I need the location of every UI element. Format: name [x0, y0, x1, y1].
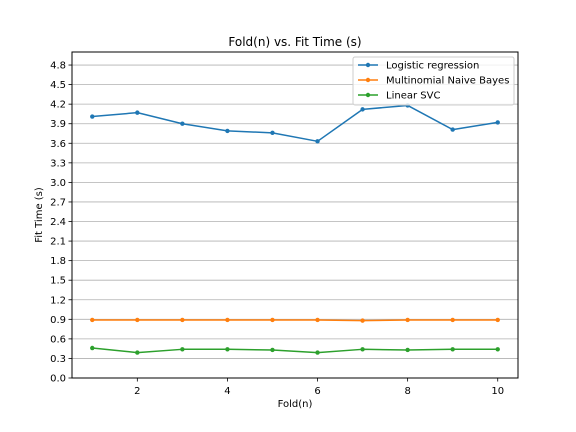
data-point-logistic-regression — [450, 127, 455, 132]
legend-marker — [365, 62, 371, 68]
data-point-multinomial-naive-bayes — [405, 317, 410, 323]
series-logistic-regression — [90, 103, 500, 144]
series-linear-svc — [90, 345, 500, 355]
legend-marker — [365, 92, 371, 98]
chart-title: Fold(n) vs. Fit Time (s) — [228, 35, 361, 49]
y-tick-label: 1.2 — [50, 295, 66, 306]
y-tick-label: 3.9 — [50, 119, 66, 130]
y-tick-label: 0.6 — [50, 334, 66, 345]
data-point-linear-svc — [270, 347, 275, 353]
x-tick-label: 8 — [404, 386, 410, 397]
data-point-linear-svc — [180, 347, 185, 352]
y-tick-label: 1.8 — [50, 256, 66, 267]
plot-frame — [71, 51, 519, 379]
legend-entry: Multinomial Naive Bayes — [358, 76, 509, 87]
data-point-multinomial-naive-bayes — [135, 317, 140, 323]
series-multinomial-naive-bayes — [90, 317, 500, 323]
data-point-multinomial-naive-bayes — [225, 317, 230, 323]
x-axis: 2 4 6 8 10 — [134, 378, 504, 397]
data-point-logistic-regression — [135, 110, 140, 115]
y-tick-label: 3.3 — [50, 158, 66, 169]
data-point-linear-svc — [450, 347, 455, 352]
legend-marker — [365, 77, 371, 83]
y-tick-label: 0.0 — [50, 374, 66, 385]
x-tick-label: 2 — [134, 386, 140, 397]
x-axis-title: Fold(n) — [278, 399, 313, 410]
y-tick-label: 2.1 — [50, 237, 66, 248]
y-tick-label: 4.8 — [50, 61, 66, 72]
legend-label: Multinomial Naive Bayes — [386, 76, 509, 87]
data-point-linear-svc — [90, 345, 95, 351]
y-tick-label: 0.3 — [50, 354, 66, 365]
data-point-logistic-regression — [270, 130, 275, 136]
gridlines — [72, 64, 518, 379]
x-tick-label: 4 — [224, 386, 230, 397]
series-line-linear-svc — [92, 347, 498, 354]
data-point-logistic-regression — [315, 139, 320, 144]
x-tick-label: 6 — [314, 386, 320, 397]
data-point-linear-svc — [315, 350, 320, 355]
y-tick-label: 4.2 — [50, 100, 66, 111]
data-point-logistic-regression — [225, 128, 230, 134]
data-point-logistic-regression — [180, 121, 185, 126]
y-tick-label: 4.5 — [50, 80, 66, 91]
y-axis: 0.0 0.3 0.6 0.9 1.2 1.5 1.8 2.1 2.4 2.7 3.0 3.3 3.6 3… — [50, 61, 72, 385]
data-point-linear-svc — [225, 347, 230, 352]
data-point-multinomial-naive-bayes — [90, 317, 95, 323]
y-axis-title: Fit Time (s) — [34, 187, 45, 243]
series-line-multinomial-naive-bayes — [92, 319, 498, 322]
legend: Logistic regression Multinomial Naive Bay… — [352, 56, 515, 106]
y-tick-label: 3.0 — [50, 178, 66, 189]
data-point-logistic-regression — [495, 120, 500, 125]
data-point-multinomial-naive-bayes — [180, 317, 185, 323]
x-tick-label: 10 — [491, 386, 504, 397]
y-tick-label: 0.9 — [50, 315, 66, 326]
data-point-logistic-regression — [90, 114, 95, 119]
data-point-linear-svc — [405, 347, 410, 353]
data-point-linear-svc — [360, 347, 365, 352]
legend-box — [352, 56, 515, 106]
y-tick-label: 3.6 — [50, 139, 66, 150]
y-tick-label: 1.5 — [50, 276, 66, 287]
data-point-multinomial-naive-bayes — [450, 317, 455, 323]
y-tick-label: 2.7 — [50, 197, 66, 208]
data-point-multinomial-naive-bayes — [495, 317, 500, 323]
legend-label: Linear SVC — [386, 91, 440, 102]
legend-entry: Linear SVC — [358, 91, 440, 102]
data-point-logistic-regression — [360, 107, 365, 112]
legend-entry: Logistic regression — [358, 61, 479, 72]
data-point-multinomial-naive-bayes — [270, 317, 275, 323]
data-point-linear-svc — [495, 347, 500, 352]
data-point-multinomial-naive-bayes — [315, 317, 320, 323]
data-point-linear-svc — [135, 350, 140, 355]
legend-label: Logistic regression — [386, 61, 479, 72]
y-tick-label: 2.4 — [50, 217, 66, 228]
series-layer — [90, 103, 500, 355]
series-line-logistic-regression — [92, 104, 498, 143]
data-point-multinomial-naive-bayes — [360, 318, 365, 323]
